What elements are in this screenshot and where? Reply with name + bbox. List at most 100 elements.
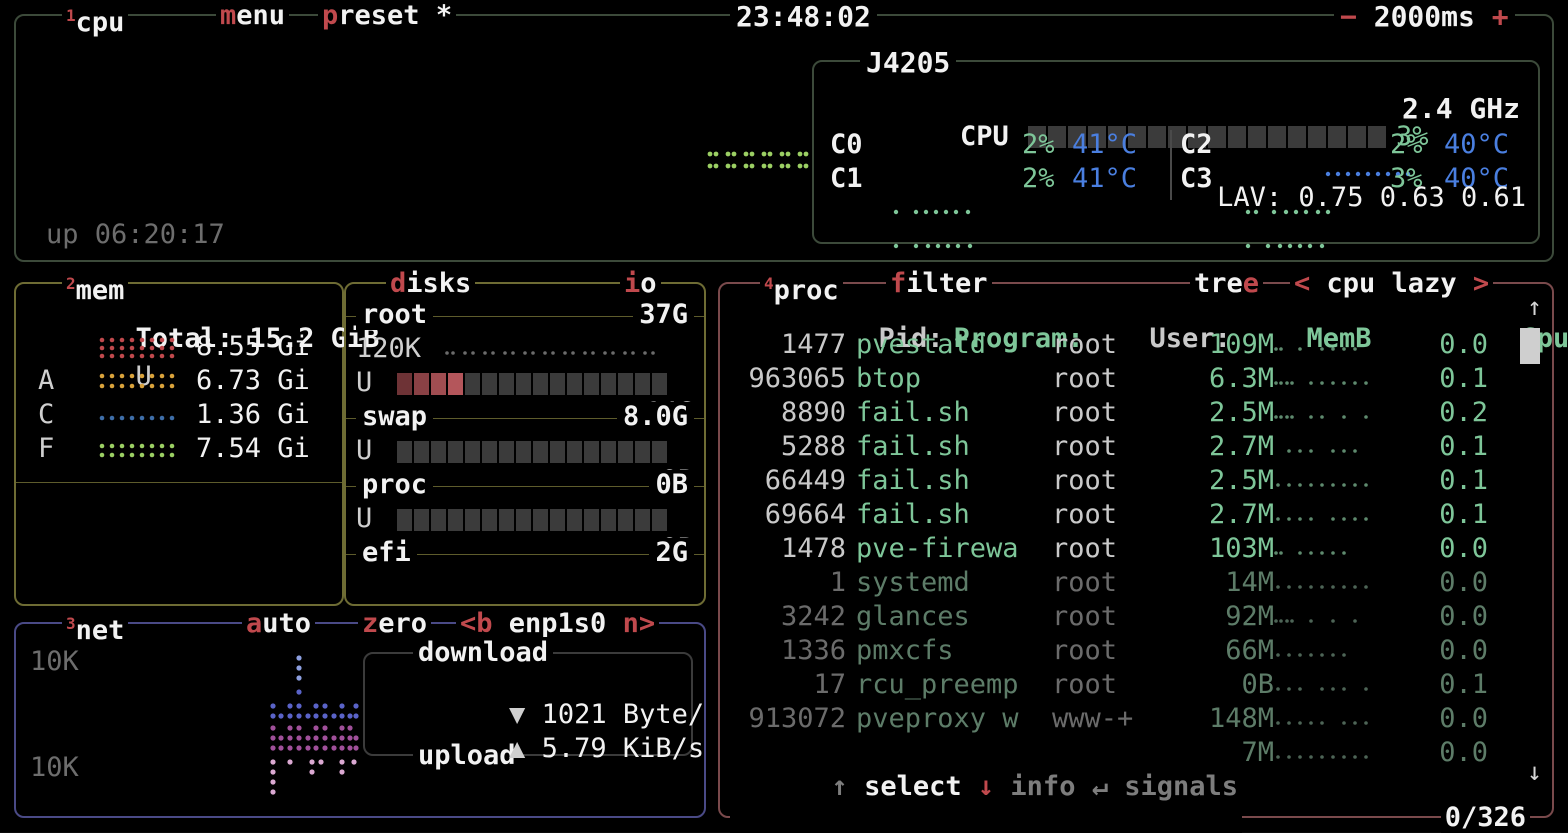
footer-down-arrow-icon: ↓	[977, 771, 995, 802]
proc-row[interactable]: 17 rcu_preemp root 0B 0.1	[720, 668, 1552, 702]
cpu-gauge-cell	[1308, 126, 1327, 148]
proc-sort-next[interactable]: >	[1472, 268, 1490, 299]
update-plus-button[interactable]: +	[1491, 0, 1509, 33]
col-header-pid[interactable]: Pid:	[878, 323, 944, 354]
proc-row[interactable]: 963065 btop root 6.3M 0.1	[720, 362, 1552, 396]
proc-user: root	[1052, 431, 1118, 462]
proc-cpu-minigraph	[1274, 749, 1398, 761]
disk-entry-root[interactable]: root 37G	[356, 299, 694, 330]
download-arrow-icon: ▼	[509, 699, 526, 730]
proc-pid: 1478	[780, 533, 846, 564]
core-column-divider	[1170, 130, 1172, 200]
net-zero-button[interactable]: zero	[358, 609, 432, 639]
net-prev-key[interactable]: <b	[460, 608, 493, 639]
proc-cpu: 0.1	[1439, 363, 1488, 394]
col-header-memb[interactable]: MemB	[1306, 323, 1372, 354]
update-minus-button[interactable]: −	[1340, 0, 1357, 33]
proc-row[interactable]: 8890 fail.sh root 2.5M 0.2	[720, 396, 1552, 430]
core-label-c1: C1	[830, 163, 863, 194]
net-download-label: download	[413, 637, 554, 668]
footer-select-label[interactable]: select	[864, 771, 962, 802]
proc-cpu: 0.1	[1439, 465, 1488, 496]
proc-row[interactable]: 1336 pmxcfs root 66M 0.0	[720, 634, 1552, 668]
disk-bar-cell	[532, 373, 548, 395]
cpu-gauge-cell	[1328, 126, 1347, 148]
proc-mem: 6.3M	[1208, 363, 1274, 394]
proc-row[interactable]: 1 systemd root 14M 0.0	[720, 566, 1552, 600]
proc-user: root	[1052, 465, 1118, 496]
disk-name-efi: efi	[356, 537, 417, 568]
mem-panel-title[interactable]: 2mem	[62, 269, 129, 306]
proc-pid: 963065	[748, 363, 846, 394]
footer-enter-key-icon: ↵	[1091, 771, 1108, 802]
net-interface-selector[interactable]: <b enp1s0 n>	[456, 608, 660, 639]
proc-scrollbar-thumb[interactable]	[1520, 328, 1540, 364]
proc-panel-title[interactable]: 4proc	[760, 269, 843, 306]
proc-row[interactable]: 1477 pvestatd root 109M 0.0	[720, 328, 1552, 362]
net-scale-bottom: 10K	[30, 752, 79, 783]
cpu-frequency: 2.4 GHz	[1401, 92, 1520, 125]
proc-row[interactable]: 5288 fail.sh root 2.7M 0.1	[720, 430, 1552, 464]
disk-bar-cell	[481, 373, 497, 395]
disk-size-root: 37G	[633, 300, 694, 330]
cpu-total-percent: 3%	[1396, 121, 1429, 152]
proc-sort-prev[interactable]: <	[1294, 268, 1311, 299]
proc-pid: 1	[829, 567, 846, 598]
disk-entry-proc[interactable]: proc 0B	[356, 469, 694, 500]
disk-bar-cell	[413, 373, 429, 395]
disk-bar-cell	[464, 441, 480, 463]
proc-program: pve-firewa	[856, 533, 1019, 564]
footer-signals-label[interactable]: signals	[1124, 771, 1239, 802]
footer-info-label[interactable]: info	[1010, 771, 1076, 802]
proc-program: pvestatd	[856, 329, 987, 360]
proc-program: pveproxy w	[856, 703, 1019, 734]
cpu-gauge-cell	[1348, 126, 1367, 148]
cpu-preset-button[interactable]: preset *	[318, 1, 457, 31]
mem-total-value: 15.2 GiB	[249, 323, 380, 354]
disk-entry-efi[interactable]: efi 2G	[356, 537, 694, 568]
net-auto-button[interactable]: auto	[242, 609, 316, 639]
disk-usage-bar	[396, 440, 669, 463]
proc-panel: 4proc filter tree < cpu lazy > Pid: Progr…	[718, 269, 1568, 833]
disk-bar-cell	[549, 509, 565, 531]
disks-io-toggle[interactable]: io	[620, 269, 661, 299]
proc-row[interactable]: 3242 glances root 92M 0.0	[720, 600, 1552, 634]
cpu-menu-button[interactable]: menu	[216, 1, 290, 31]
disk-bar-cell	[430, 373, 446, 395]
disk-bar-cell	[515, 509, 531, 531]
cpu-gauge-cell	[1268, 126, 1287, 148]
proc-row[interactable]: 66449 fail.sh root 2.5M 0.1	[720, 464, 1552, 498]
scroll-down-icon[interactable]: ↓	[1526, 757, 1542, 786]
proc-row[interactable]: 1478 pve-firewa root 103M 0.0	[720, 532, 1552, 566]
proc-row[interactable]: 69664 fail.sh root 2.7M 0.1	[720, 498, 1552, 532]
disk-entry-swap[interactable]: swap 8.0G	[356, 401, 694, 432]
mem-row-key-c: C	[38, 399, 55, 430]
mem-value-free: 7.54 Gi	[196, 433, 310, 464]
cpu-total-minigraph	[1324, 100, 1454, 240]
proc-mem: 2.7M	[1208, 499, 1274, 530]
proc-row[interactable]: 913072 pveproxy w www-+ 148M 0.0	[720, 702, 1552, 736]
proc-cpu: 0.0	[1439, 533, 1488, 564]
proc-count: 0/326	[1440, 802, 1530, 833]
cpu-gauge-cell	[1028, 126, 1047, 148]
disk-bar-cell	[583, 373, 599, 395]
core-label-c2: C2	[1180, 129, 1213, 160]
proc-cpu: 0.0	[1439, 567, 1488, 598]
core-graph-c2	[1244, 138, 1374, 278]
proc-filter-button[interactable]: filter	[886, 269, 992, 299]
disk-bar-cell	[447, 373, 463, 395]
net-panel-title[interactable]: 3net	[62, 609, 129, 646]
proc-mem: 66M	[1225, 635, 1274, 666]
proc-tree-button[interactable]: tree	[1190, 269, 1264, 299]
proc-user: root	[1052, 567, 1118, 598]
proc-sort-selector[interactable]: < cpu lazy >	[1290, 268, 1494, 299]
col-header-user[interactable]: User:	[1149, 323, 1231, 354]
cpu-gauge-cell	[1288, 126, 1307, 148]
scroll-up-icon[interactable]: ↑	[1526, 292, 1542, 321]
cpu-detail-box: J4205 2.4 GHz CPU 3%	[812, 46, 1540, 249]
net-next-key[interactable]: n>	[622, 608, 656, 639]
col-header-program[interactable]: Program:	[953, 323, 1084, 354]
disks-panel-title[interactable]: disks	[386, 269, 476, 299]
update-interval-control[interactable]: − 2000ms +	[1334, 0, 1515, 33]
cpu-panel-title[interactable]: 1cpu	[62, 1, 129, 38]
